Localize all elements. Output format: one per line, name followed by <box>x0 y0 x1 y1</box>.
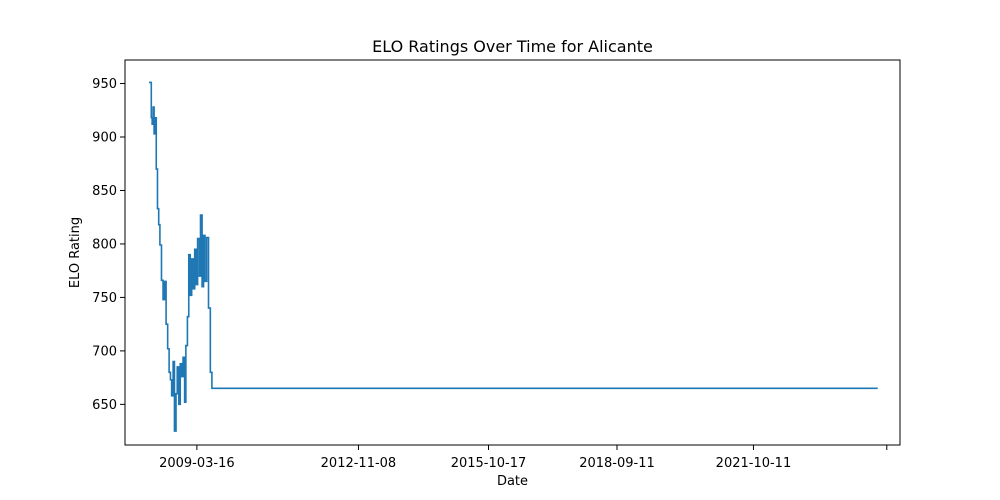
x-tick-label: 2021-10-11 <box>716 456 792 471</box>
series-line-elo <box>149 81 878 432</box>
x-tick-label: 2015-10-17 <box>451 456 527 471</box>
y-axis: 650 700 750 800 850 900 950 <box>92 77 125 413</box>
y-tick-label: 950 <box>92 77 117 92</box>
y-tick-label: 700 <box>92 344 117 359</box>
x-tick-label: 2009-03-16 <box>159 456 235 471</box>
x-axis-title: Date <box>497 474 528 489</box>
plot-area <box>124 59 901 446</box>
x-axis: 2009-03-16 2012-11-08 2015-10-17 2018-09-11… <box>159 445 888 471</box>
y-axis-title: ELO Rating <box>68 217 83 288</box>
y-tick-label: 850 <box>92 184 117 199</box>
x-tick-label: 2012-11-08 <box>321 456 397 471</box>
y-tick-label: 900 <box>92 131 117 146</box>
y-tick-label: 800 <box>92 237 117 252</box>
y-tick-label: 650 <box>92 398 117 413</box>
y-tick-label: 750 <box>92 291 117 306</box>
x-tick-label: 2018-09-11 <box>579 456 655 471</box>
chart-title: ELO Ratings Over Time for Alicante <box>372 37 653 56</box>
